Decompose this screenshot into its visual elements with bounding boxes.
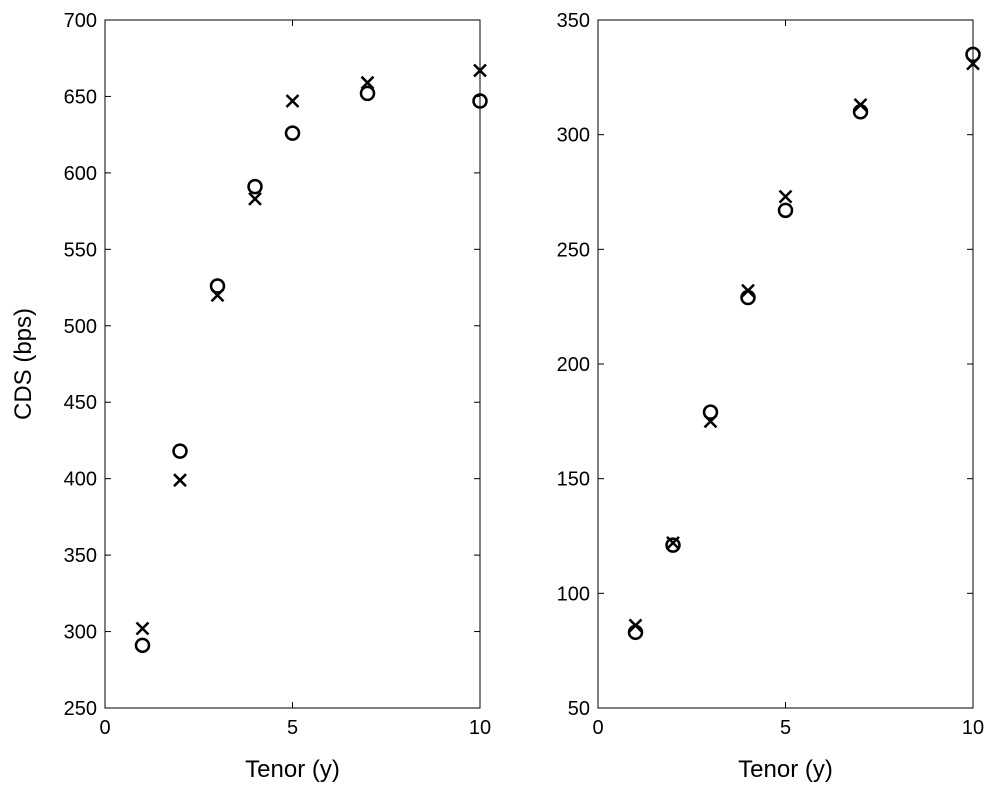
- right-circle-marker-point: [702, 404, 719, 420]
- left-circle-marker-point: [359, 85, 376, 102]
- left-y-axis-label: CDS (bps): [10, 308, 37, 420]
- left-x-marker-point: [473, 63, 487, 78]
- left-y-tick-label: 550: [64, 239, 97, 261]
- left-data-marks: [134, 63, 488, 654]
- left-circle-marker-point: [284, 125, 301, 141]
- left-y-tick-label: 700: [64, 10, 97, 32]
- right-y-tick-label: 150: [557, 469, 590, 491]
- right-x-marker-point: [778, 189, 793, 204]
- left-x-tick-label: 10: [469, 717, 491, 739]
- right-x-tick-label: 0: [592, 717, 603, 739]
- left-circle-marker-point: [209, 278, 226, 294]
- right-y-tick-label: 100: [557, 583, 590, 605]
- right-data-marks: [627, 46, 981, 641]
- left-circle-marker-point: [247, 178, 263, 195]
- left-x-marker-point: [360, 75, 375, 90]
- left-x-marker-point: [285, 94, 300, 108]
- right-tick-labels: 0 5 10 50 100 150 200 250 300 350: [557, 10, 985, 739]
- left-x-axis-label: Tenor (y): [245, 756, 340, 783]
- left-y-tick-label: 350: [64, 545, 97, 567]
- right-x-tick-label: 5: [780, 717, 791, 739]
- left-y-tick-label: 250: [64, 698, 97, 720]
- left-y-tick-label: 650: [64, 86, 97, 108]
- right-ticks: [597, 19, 974, 709]
- left-x-marker-point: [173, 473, 187, 488]
- left-y-tick-label: 400: [64, 469, 97, 491]
- left-x-marker-point: [248, 191, 262, 206]
- right-circle-marker-point: [627, 624, 644, 641]
- right-x-axis-label: Tenor (y): [738, 756, 833, 783]
- right-circle-marker-point: [852, 103, 869, 120]
- right-y-tick-label: 300: [557, 125, 590, 147]
- right-y-tick-label: 250: [557, 239, 590, 261]
- left-y-tick-label: 500: [64, 316, 97, 338]
- right-x-tick-label: 10: [962, 717, 984, 739]
- left-x-tick-label: 0: [99, 717, 110, 739]
- left-circle-marker-point: [134, 637, 151, 654]
- right-y-tick-label: 200: [557, 354, 590, 376]
- right-circle-marker-point: [777, 202, 794, 219]
- left-x-marker-point: [135, 621, 150, 636]
- right-y-tick-label: 50: [568, 698, 590, 720]
- left-y-tick-label: 600: [64, 163, 97, 185]
- right-y-tick-label: 350: [557, 10, 590, 32]
- right-circle-marker-point: [665, 537, 681, 553]
- left-circle-marker-point: [172, 443, 188, 459]
- left-y-tick-label: 450: [64, 392, 97, 414]
- left-chart-panel: 0 5 10 250 300 350 400 450 500 550 600 650 700 Tenor…: [10, 10, 491, 783]
- left-circle-marker-point: [472, 93, 488, 109]
- right-chart-panel: 0 5 10 50 100 150 200 250 300 350 Tenor (y): [557, 10, 985, 783]
- right-circle-marker-point: [740, 289, 756, 306]
- left-ticks: [104, 19, 481, 709]
- left-tick-labels: 0 5 10 250 300 350 400 450 500 550 600 650 700: [64, 10, 492, 739]
- left-x-tick-label: 5: [287, 717, 298, 739]
- left-y-tick-label: 300: [64, 622, 97, 644]
- right-circle-marker-point: [965, 46, 981, 63]
